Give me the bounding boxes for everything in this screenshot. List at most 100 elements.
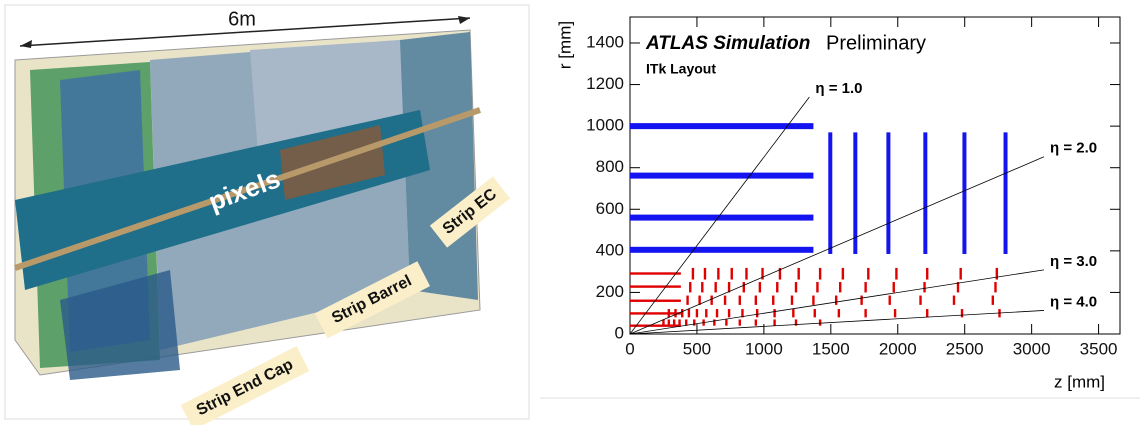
pixel-ring: [678, 319, 680, 325]
pixel-ring: [692, 268, 694, 280]
x-tick-label: 1500: [812, 339, 850, 358]
pixel-ring: [923, 282, 925, 292]
pixel-ring: [996, 268, 998, 280]
y-tick-label: 1000: [586, 116, 624, 135]
y-tick-label: 1400: [586, 32, 624, 51]
pixel-ring: [819, 319, 821, 325]
pixel-ring: [716, 309, 718, 317]
page: 6m pixels Strip Barrel Strip EC Strip En…: [0, 0, 1140, 425]
pixel-ring: [668, 309, 670, 317]
pixel-ring: [953, 296, 955, 305]
pixel-ring: [689, 282, 691, 292]
pixel-ring: [792, 309, 794, 317]
pixel-ring: [773, 309, 775, 317]
strip-barrel-layer: [630, 247, 813, 253]
pixel-ring: [673, 319, 675, 325]
pixel-ring: [714, 282, 716, 292]
y-tick-label: 0: [615, 323, 624, 342]
pixel-ring: [838, 309, 840, 317]
pixel-ring: [710, 296, 712, 305]
pixel-ring: [704, 268, 706, 280]
eta-line: [630, 157, 1044, 334]
pixel-ring: [701, 282, 703, 292]
pixel-ring: [755, 296, 757, 305]
pixel-ring: [674, 309, 676, 317]
pixel-ring: [759, 282, 761, 292]
strip-endcap-disk: [886, 132, 890, 254]
pixel-ring: [743, 282, 745, 292]
y-axis-label: r [mm]: [555, 21, 574, 69]
pixel-ring: [795, 282, 797, 292]
pixel-ring: [926, 309, 928, 317]
pixel-ring: [755, 319, 757, 325]
pixel-ring: [688, 309, 690, 317]
pixel-ring: [926, 268, 928, 280]
pixel-barrel-layer: [630, 312, 681, 314]
eta-line: [630, 310, 1044, 334]
pixel-ring: [686, 296, 688, 305]
x-tick-label: 500: [683, 339, 711, 358]
detector-illustration: 6m pixels Strip Barrel Strip EC Strip En…: [5, 5, 529, 425]
pixel-ring: [893, 282, 895, 292]
strip-endcap-disk: [1004, 132, 1008, 254]
pixel-ring: [814, 309, 816, 317]
pixel-ring: [681, 309, 683, 317]
pixel-ring: [816, 282, 818, 292]
pixel-ring: [725, 319, 727, 325]
y-tick-label: 800: [596, 157, 624, 176]
pixel-ring: [894, 309, 896, 317]
pixel-ring: [728, 309, 730, 317]
pixel-ring: [819, 268, 821, 280]
y-tick-label: 200: [596, 282, 624, 301]
pixel-ring: [812, 296, 814, 305]
strip-endcap-disk: [853, 132, 857, 254]
x-tick-label: 0: [625, 339, 634, 358]
pixel-ring: [961, 309, 963, 317]
strip-barrel-layer: [630, 173, 813, 179]
pixel-ring: [994, 282, 996, 292]
pixel-ring: [717, 268, 719, 280]
eta-label: η = 1.0: [815, 80, 862, 97]
chart-annotation: ITk Layout: [646, 61, 716, 77]
pixel-ring: [842, 268, 844, 280]
pixel-ring: [776, 282, 778, 292]
pixel-ring: [835, 296, 837, 305]
eta-label: η = 4.0: [1050, 293, 1097, 310]
x-tick-label: 2500: [946, 339, 984, 358]
scale-label: 6m: [228, 8, 256, 30]
pixel-ring: [739, 319, 741, 325]
chart-title: ATLAS Simulation: [645, 33, 810, 54]
x-tick-label: 2000: [879, 339, 917, 358]
pixel-ring: [839, 282, 841, 292]
y-tick-label: 600: [596, 199, 624, 218]
pixel-ring: [860, 296, 862, 305]
strip-endcap-disk: [923, 132, 927, 254]
pixel-ring: [668, 319, 670, 325]
y-tick-label: 400: [596, 240, 624, 259]
pixel-ring: [919, 296, 921, 305]
pixel-ring: [731, 268, 733, 280]
pixel-barrel-layer: [630, 285, 681, 287]
x-tick-label: 3000: [1013, 339, 1051, 358]
pixel-ring: [713, 319, 715, 325]
pixel-ring: [895, 268, 897, 280]
pixel-ring: [959, 268, 961, 280]
pixel-ring: [756, 309, 758, 317]
pixel-ring: [772, 296, 774, 305]
chart-subtitle: Preliminary: [826, 32, 926, 54]
pixel-ring: [685, 319, 687, 325]
eta-label: η = 2.0: [1050, 140, 1097, 157]
pixel-ring: [724, 296, 726, 305]
pixel-ring: [867, 268, 869, 280]
pixel-ring: [791, 296, 793, 305]
strip-endcap-disk: [828, 132, 832, 254]
x-tick-label: 1000: [745, 339, 783, 358]
pixel-ring: [773, 319, 775, 325]
pixel-ring: [889, 296, 891, 305]
pixel-ring: [705, 309, 707, 317]
pixel-ring: [745, 268, 747, 280]
eta-label: η = 3.0: [1050, 253, 1097, 270]
pixel-ring: [739, 296, 741, 305]
strip-barrel-layer: [630, 215, 813, 221]
pixel-ring: [992, 296, 994, 305]
